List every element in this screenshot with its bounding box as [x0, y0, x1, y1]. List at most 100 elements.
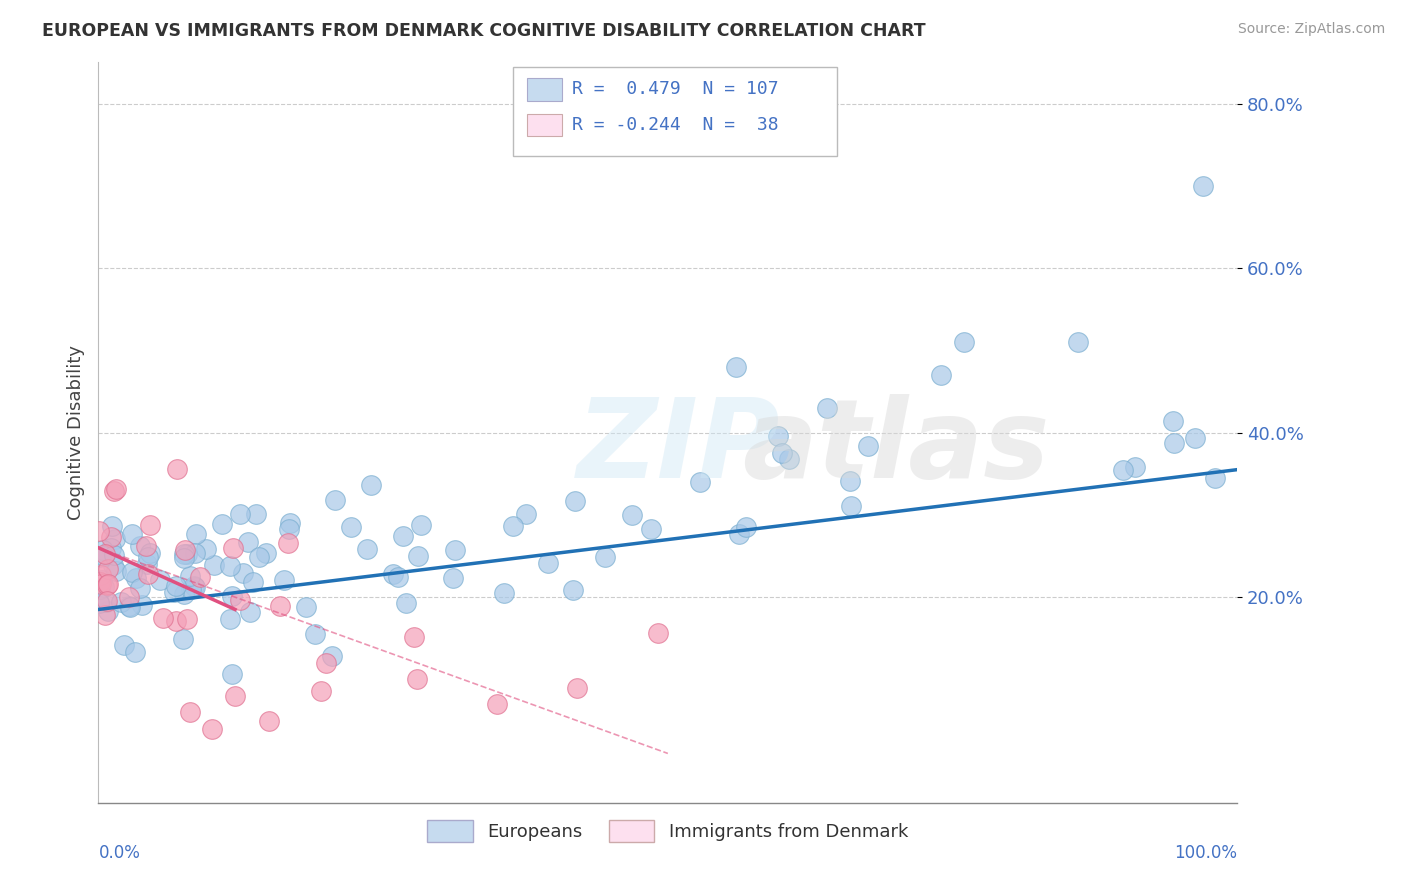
Point: [105, 482, 128, 496]
Point: [128, 581, 150, 595]
Point: [486, 697, 509, 711]
Point: [1112, 462, 1135, 476]
Point: [184, 526, 207, 541]
Point: [87, 524, 110, 538]
Point: [221, 541, 243, 555]
Point: [304, 627, 326, 641]
Point: [564, 493, 586, 508]
Point: [129, 539, 152, 553]
Text: 0.0%: 0.0%: [98, 844, 141, 862]
Point: [103, 558, 125, 573]
Point: [90, 568, 112, 582]
Point: [221, 667, 243, 681]
Point: [254, 545, 277, 559]
Point: [725, 359, 748, 374]
Point: [184, 580, 207, 594]
Point: [247, 549, 270, 564]
Point: [565, 681, 588, 695]
Point: [165, 614, 187, 628]
Point: [91, 543, 114, 558]
Point: [245, 507, 267, 521]
Point: [201, 722, 224, 736]
Point: [183, 579, 205, 593]
Point: [94, 595, 117, 609]
Point: [118, 599, 141, 614]
Point: [89, 582, 111, 596]
Point: [309, 683, 332, 698]
Point: [360, 477, 382, 491]
Point: [441, 571, 464, 585]
Point: [278, 516, 301, 531]
Point: [173, 587, 195, 601]
Point: [387, 569, 409, 583]
Point: [174, 542, 197, 557]
Text: R = -0.244  N =  38: R = -0.244 N = 38: [572, 116, 779, 134]
Point: [188, 570, 211, 584]
Point: [101, 519, 124, 533]
Point: [382, 567, 405, 582]
Point: [392, 529, 415, 543]
Point: [112, 638, 135, 652]
Point: [1161, 414, 1184, 428]
Point: [492, 586, 515, 600]
Point: [91, 573, 114, 587]
Point: [689, 475, 711, 489]
Point: [356, 541, 378, 556]
Point: [93, 547, 115, 561]
Point: [228, 592, 250, 607]
Point: [89, 596, 111, 610]
Point: [183, 546, 205, 560]
Point: [406, 673, 429, 687]
Point: [734, 520, 756, 534]
Point: [136, 566, 159, 581]
Point: [166, 462, 188, 476]
Point: [211, 516, 233, 531]
Point: [131, 598, 153, 612]
Point: [277, 536, 299, 550]
Point: [315, 656, 337, 670]
Point: [96, 594, 118, 608]
Point: [640, 522, 662, 536]
Point: [172, 632, 194, 646]
Point: [176, 547, 198, 561]
Text: 100.0%: 100.0%: [1174, 844, 1237, 862]
Point: [138, 546, 160, 560]
Text: Source: ZipAtlas.com: Source: ZipAtlas.com: [1237, 22, 1385, 37]
Point: [224, 689, 246, 703]
Point: [219, 612, 242, 626]
Point: [1204, 471, 1226, 485]
Point: [1192, 178, 1215, 193]
Point: [135, 539, 157, 553]
Point: [620, 508, 643, 522]
Point: [839, 475, 862, 489]
Point: [841, 499, 863, 513]
Point: [1163, 435, 1185, 450]
Point: [321, 649, 343, 664]
Point: [1184, 431, 1206, 445]
Point: [105, 565, 128, 579]
Point: [149, 573, 172, 587]
Point: [180, 582, 202, 596]
Point: [242, 575, 264, 590]
Point: [89, 550, 111, 565]
Point: [136, 550, 159, 565]
Point: [593, 550, 616, 565]
Point: [406, 549, 429, 563]
Point: [118, 600, 141, 615]
Point: [815, 401, 838, 415]
Point: [562, 582, 585, 597]
Point: [103, 548, 125, 562]
Point: [165, 579, 187, 593]
Y-axis label: Cognitive Disability: Cognitive Disability: [66, 345, 84, 520]
Point: [96, 578, 118, 592]
Point: [1123, 459, 1146, 474]
Point: [295, 599, 318, 614]
Point: [728, 527, 751, 541]
Point: [97, 562, 120, 576]
Point: [93, 580, 115, 594]
Point: [273, 574, 295, 588]
Point: [221, 590, 243, 604]
Point: [176, 612, 198, 626]
Point: [173, 550, 195, 565]
Point: [778, 452, 800, 467]
